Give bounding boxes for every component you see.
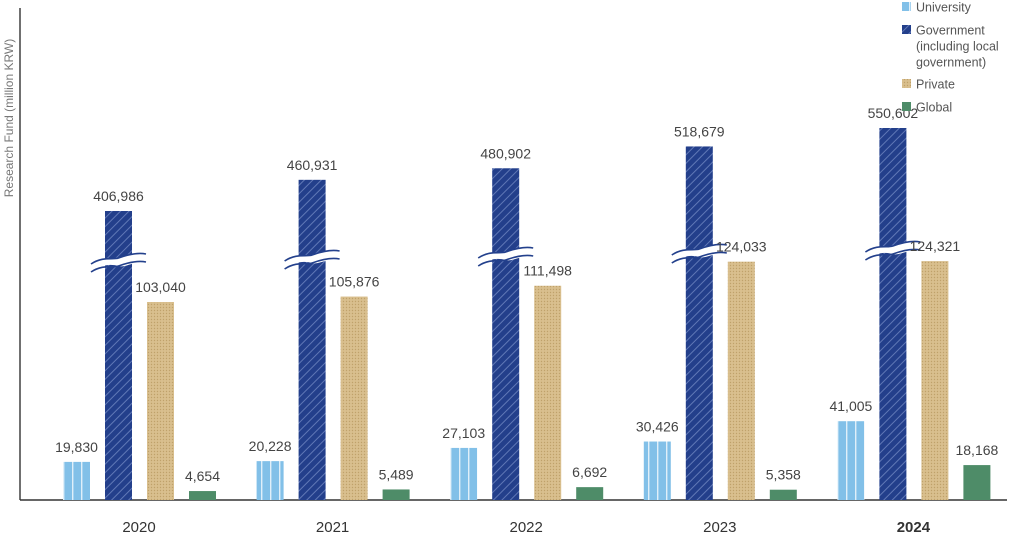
- x-tick-label-2023: 2023: [703, 519, 736, 534]
- axis-break-line-top-2023: [671, 243, 727, 256]
- bar-global-2022: [576, 487, 604, 500]
- value-label-government-2021: 460,931: [287, 157, 338, 173]
- x-tick-labels: 2020 2021 2022 2023 2024: [122, 519, 930, 534]
- value-label-government-2022: 480,902: [480, 145, 531, 161]
- y-axis-label: Research Fund (million KRW): [2, 39, 16, 198]
- bar-private-2023: [727, 261, 755, 500]
- value-label-government-2023: 518,679: [674, 123, 725, 139]
- value-label-university-2023: 30,426: [636, 419, 679, 435]
- bar-government-2024: [879, 128, 907, 500]
- value-label-global-2023: 5,358: [766, 467, 801, 483]
- axis-break-line-top-2024: [864, 240, 921, 253]
- axis-break-line-top-2021: [284, 249, 340, 262]
- axis-break-gap-2023: [671, 244, 727, 263]
- bar-global-2020: [189, 491, 216, 500]
- bar-private-2024: [921, 261, 949, 500]
- value-label-private-2020: 103,040: [135, 279, 186, 295]
- axis-break-line-bottom-2024: [864, 248, 921, 261]
- value-labels: 19,830 406,986 103,040 4,654 20,228 460,931 10…: [55, 105, 998, 484]
- bar-global-2021: [382, 489, 410, 500]
- x-tick-label-2020: 2020: [122, 519, 155, 534]
- bar-university-2021: [256, 461, 284, 500]
- value-label-government-2020: 406,986: [93, 188, 144, 204]
- axis-break-gap-2021: [284, 250, 340, 269]
- bar-university-2024: [837, 421, 865, 500]
- value-label-university-2020: 19,830: [55, 439, 98, 455]
- bar-university-2020: [63, 461, 90, 500]
- axis-break-line-bottom-2020: [90, 260, 147, 273]
- value-label-global-2020: 4,654: [185, 468, 220, 484]
- legend-swatch-global: [902, 102, 911, 111]
- legend-swatch-university: [902, 2, 911, 11]
- axis-breaks: [90, 240, 921, 273]
- bar-government-2021: [298, 179, 326, 501]
- value-label-university-2024: 41,005: [829, 398, 872, 414]
- value-label-private-2022: 111,498: [523, 263, 572, 279]
- legend-label-private: Private: [916, 78, 955, 92]
- bar-government-2022: [492, 168, 520, 500]
- legend: University Government (including local gove…: [902, 1, 999, 115]
- axis-break-gap-2020: [91, 253, 146, 272]
- axis-break-gap-2024: [865, 241, 921, 260]
- axis-break-line-bottom-2021: [284, 257, 340, 270]
- bar-university-2022: [450, 447, 478, 500]
- bar-university-2023: [643, 441, 671, 500]
- bar-private-2020: [147, 302, 174, 500]
- legend-label-government: Government (including local government): [916, 24, 999, 70]
- value-label-global-2022: 6,692: [572, 464, 607, 480]
- legend-swatch-private: [902, 79, 911, 88]
- value-label-university-2021: 20,228: [249, 438, 292, 454]
- bar-global-2023: [769, 489, 797, 500]
- legend-label-university: University: [916, 1, 972, 15]
- x-tick-label-2022: 2022: [510, 519, 543, 534]
- x-tick-label-2024: 2024: [897, 519, 931, 534]
- bar-government-2023: [685, 146, 713, 500]
- bar-global-2024: [963, 465, 991, 500]
- value-label-global-2021: 5,489: [379, 466, 414, 482]
- axis-break-line-top-2020: [90, 252, 147, 265]
- bar-private-2021: [340, 296, 368, 500]
- axis-break-line-bottom-2023: [671, 251, 727, 264]
- bars-layer: [63, 128, 991, 501]
- legend-swatch-government: [902, 25, 911, 34]
- value-label-global-2024: 18,168: [955, 442, 998, 458]
- legend-label-global: Global: [916, 101, 952, 115]
- x-tick-label-2021: 2021: [316, 519, 349, 534]
- bar-private-2022: [534, 285, 562, 500]
- value-label-private-2024: 124,321: [910, 238, 961, 254]
- axis-break-gap-2022: [478, 247, 534, 266]
- value-label-private-2023: 124,033: [716, 239, 767, 255]
- value-label-university-2022: 27,103: [442, 425, 485, 441]
- axis-break-line-top-2022: [477, 246, 534, 259]
- axis-break-line-bottom-2022: [477, 254, 534, 267]
- value-label-private-2021: 105,876: [329, 274, 380, 290]
